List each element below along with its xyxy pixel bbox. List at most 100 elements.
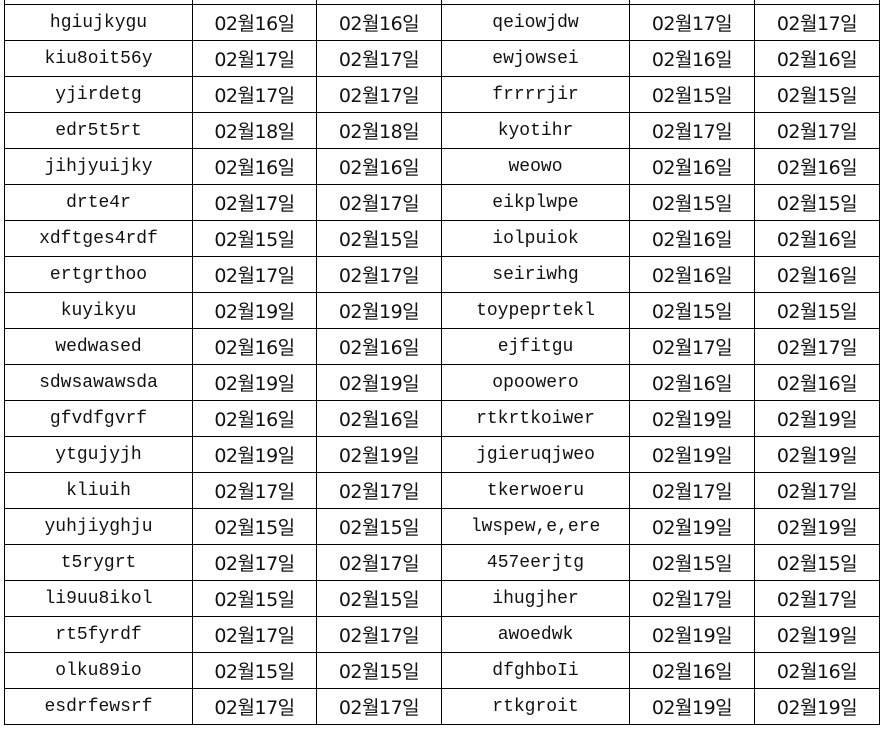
date-cell[interactable]: 02월15일 xyxy=(316,508,442,545)
name-cell[interactable]: awoedwk xyxy=(441,616,630,653)
name-cell[interactable]: hgiujkygu xyxy=(4,4,193,41)
name-cell[interactable]: rtkgroit xyxy=(441,688,630,725)
date-cell[interactable]: 02월15일 xyxy=(629,184,755,221)
date-cell[interactable]: 02월18일 xyxy=(192,112,317,149)
date-cell[interactable]: 02월15일 xyxy=(192,580,317,617)
date-cell[interactable]: 02월19일 xyxy=(316,436,442,473)
name-cell[interactable]: sdwsawawsda xyxy=(4,364,193,401)
date-cell[interactable]: 02월17일 xyxy=(316,544,442,581)
date-cell[interactable]: 02월19일 xyxy=(754,436,880,473)
name-cell[interactable]: kyotihr xyxy=(441,112,630,149)
date-cell[interactable]: 02월17일 xyxy=(629,328,755,365)
name-cell[interactable]: jgieruqjweo xyxy=(441,436,630,473)
name-cell[interactable]: qeiowjdw xyxy=(441,4,630,41)
name-cell[interactable]: yjirdetg xyxy=(4,76,193,113)
date-cell[interactable]: 02월17일 xyxy=(316,472,442,509)
date-cell[interactable]: 02월19일 xyxy=(754,688,880,725)
name-cell[interactable]: edr5t5rt xyxy=(4,112,193,149)
date-cell[interactable]: 02월19일 xyxy=(192,292,317,329)
date-cell[interactable]: 02월17일 xyxy=(754,472,880,509)
date-cell[interactable]: 02월16일 xyxy=(192,148,317,185)
name-cell[interactable]: jihjyuijky xyxy=(4,148,193,185)
date-cell[interactable]: 02월19일 xyxy=(754,616,880,653)
date-cell[interactable]: 02월16일 xyxy=(629,220,755,257)
date-cell[interactable]: 02월19일 xyxy=(629,688,755,725)
date-cell[interactable]: 02월17일 xyxy=(316,256,442,293)
date-cell[interactable]: 02월17일 xyxy=(754,4,880,41)
date-cell[interactable]: 02월15일 xyxy=(316,580,442,617)
name-cell[interactable]: weowo xyxy=(441,148,630,185)
date-cell[interactable]: 02월17일 xyxy=(192,544,317,581)
date-cell[interactable]: 02월17일 xyxy=(192,616,317,653)
date-cell[interactable]: 02월15일 xyxy=(754,544,880,581)
name-cell[interactable]: 457eerjtg xyxy=(441,544,630,581)
name-cell[interactable]: eikplwpe xyxy=(441,184,630,221)
date-cell[interactable]: 02월17일 xyxy=(629,112,755,149)
name-cell[interactable]: li9uu8ikol xyxy=(4,580,193,617)
date-cell[interactable]: 02월16일 xyxy=(316,400,442,437)
name-cell[interactable]: dfghboIi xyxy=(441,652,630,689)
date-cell[interactable]: 02월16일 xyxy=(754,40,880,77)
date-cell[interactable]: 02월17일 xyxy=(192,184,317,221)
date-cell[interactable]: 02월16일 xyxy=(192,400,317,437)
date-cell[interactable]: 02월16일 xyxy=(629,364,755,401)
date-cell[interactable]: 02월19일 xyxy=(629,400,755,437)
name-cell[interactable]: seiriwhg xyxy=(441,256,630,293)
date-cell[interactable]: 02월19일 xyxy=(754,508,880,545)
date-cell[interactable]: 02월19일 xyxy=(754,400,880,437)
name-cell[interactable]: tkerwoeru xyxy=(441,472,630,509)
date-cell[interactable]: 02월16일 xyxy=(754,256,880,293)
date-cell[interactable]: 02월19일 xyxy=(629,508,755,545)
date-cell[interactable]: 02월18일 xyxy=(316,112,442,149)
name-cell[interactable]: iolpuiok xyxy=(441,220,630,257)
date-cell[interactable]: 02월16일 xyxy=(316,148,442,185)
date-cell[interactable]: 02월15일 xyxy=(629,544,755,581)
name-cell[interactable]: ihugjher xyxy=(441,580,630,617)
date-cell[interactable]: 02월15일 xyxy=(754,292,880,329)
date-cell[interactable]: 02월19일 xyxy=(192,364,317,401)
date-cell[interactable]: 02월17일 xyxy=(629,4,755,41)
date-cell[interactable]: 02월15일 xyxy=(192,508,317,545)
name-cell[interactable]: rt5fyrdf xyxy=(4,616,193,653)
date-cell[interactable]: 02월17일 xyxy=(316,184,442,221)
name-cell[interactable]: toypeprtekl xyxy=(441,292,630,329)
date-cell[interactable]: 02월15일 xyxy=(192,220,317,257)
name-cell[interactable]: kliuih xyxy=(4,472,193,509)
date-cell[interactable]: 02월16일 xyxy=(629,256,755,293)
name-cell[interactable]: ejfitgu xyxy=(441,328,630,365)
date-cell[interactable]: 02월19일 xyxy=(316,364,442,401)
date-cell[interactable]: 02월19일 xyxy=(629,616,755,653)
name-cell[interactable]: lwspew,e,ere xyxy=(441,508,630,545)
date-cell[interactable]: 02월16일 xyxy=(754,220,880,257)
date-cell[interactable]: 02월15일 xyxy=(629,292,755,329)
date-cell[interactable]: 02월17일 xyxy=(629,472,755,509)
name-cell[interactable]: opoowero xyxy=(441,364,630,401)
date-cell[interactable]: 02월17일 xyxy=(192,76,317,113)
name-cell[interactable]: ytgujyjh xyxy=(4,436,193,473)
name-cell[interactable]: kiu8oit56y xyxy=(4,40,193,77)
date-cell[interactable]: 02월16일 xyxy=(192,4,317,41)
date-cell[interactable]: 02월16일 xyxy=(192,328,317,365)
date-cell[interactable]: 02월16일 xyxy=(629,40,755,77)
date-cell[interactable]: 02월17일 xyxy=(316,40,442,77)
date-cell[interactable]: 02월17일 xyxy=(192,472,317,509)
date-cell[interactable]: 02월15일 xyxy=(629,76,755,113)
date-cell[interactable]: 02월15일 xyxy=(316,652,442,689)
date-cell[interactable]: 02월17일 xyxy=(192,40,317,77)
name-cell[interactable]: frrrrjir xyxy=(441,76,630,113)
name-cell[interactable]: kuyikyu xyxy=(4,292,193,329)
name-cell[interactable]: drte4r xyxy=(4,184,193,221)
date-cell[interactable]: 02월16일 xyxy=(754,148,880,185)
date-cell[interactable]: 02월15일 xyxy=(192,652,317,689)
date-cell[interactable]: 02월17일 xyxy=(316,616,442,653)
name-cell[interactable]: olku89io xyxy=(4,652,193,689)
date-cell[interactable]: 02월16일 xyxy=(316,328,442,365)
name-cell[interactable]: wedwased xyxy=(4,328,193,365)
date-cell[interactable]: 02월17일 xyxy=(316,688,442,725)
name-cell[interactable]: esdrfewsrf xyxy=(4,688,193,725)
name-cell[interactable]: ertgrthoo xyxy=(4,256,193,293)
date-cell[interactable]: 02월15일 xyxy=(316,220,442,257)
date-cell[interactable]: 02월19일 xyxy=(316,292,442,329)
date-cell[interactable]: 02월19일 xyxy=(192,436,317,473)
date-cell[interactable]: 02월16일 xyxy=(629,652,755,689)
